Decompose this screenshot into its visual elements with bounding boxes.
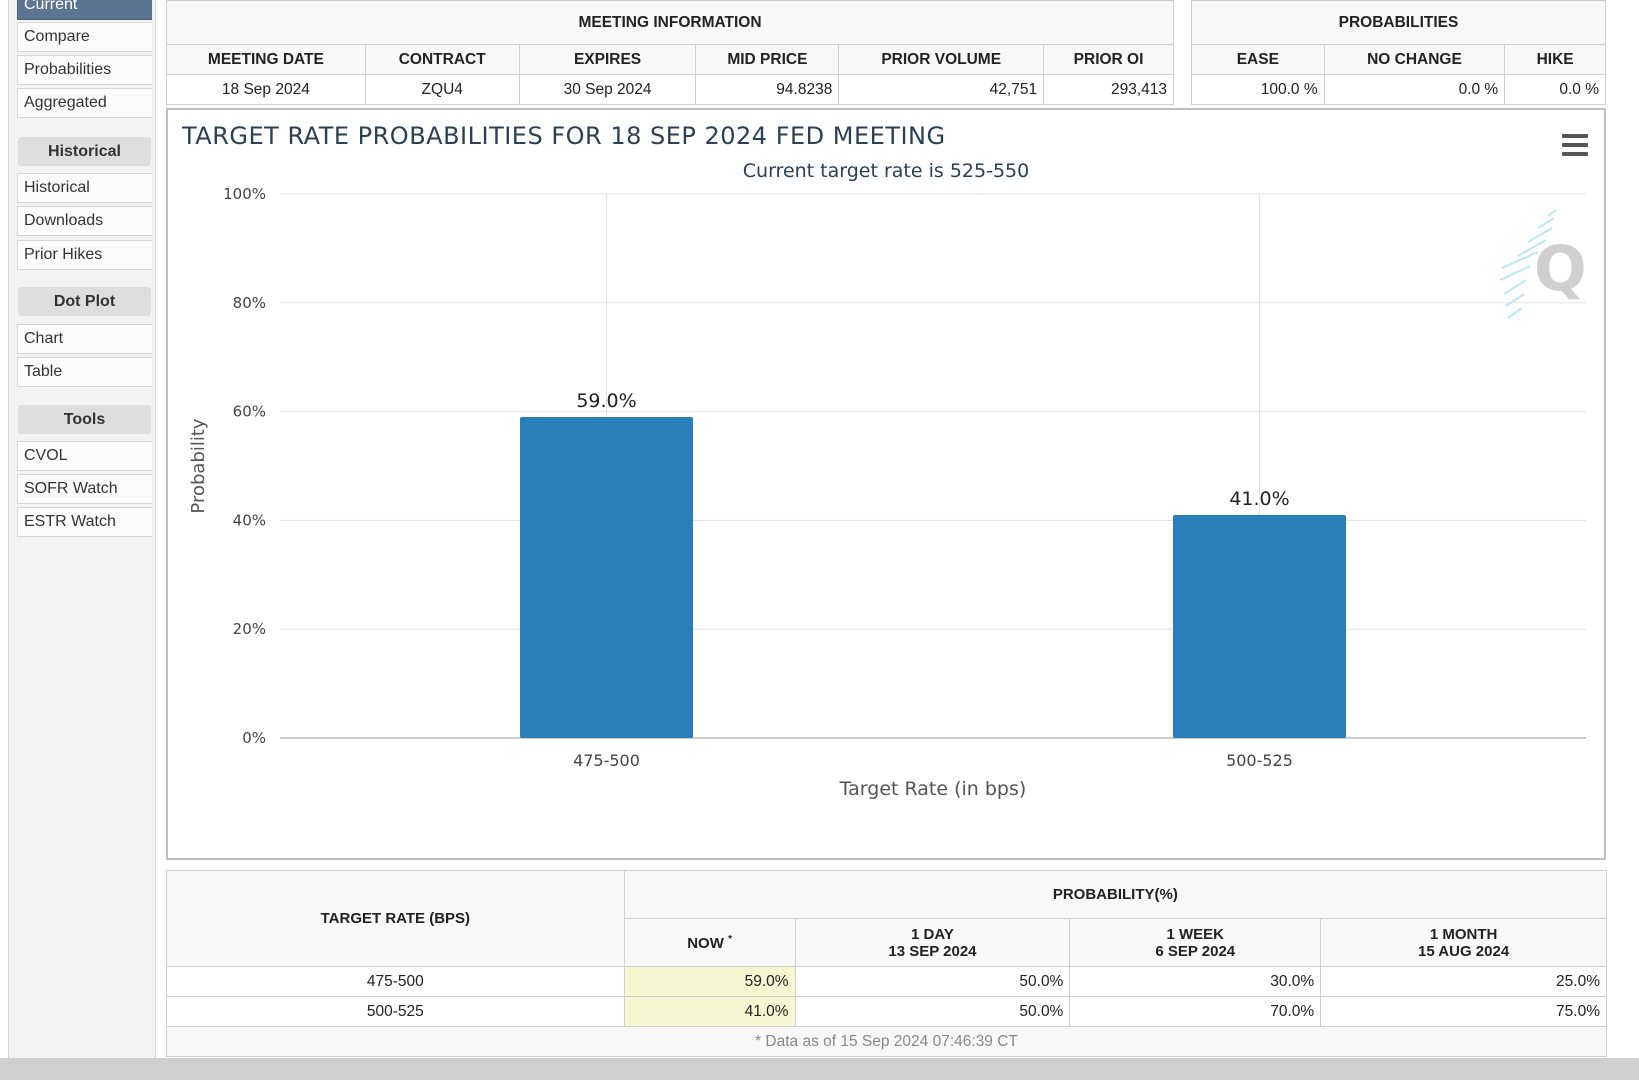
sidebar-item-chart[interactable]: Chart: [17, 324, 152, 354]
y-tick-label: 60%: [233, 403, 266, 421]
header-probability: PROBABILITY(%): [623, 870, 1608, 919]
month-cell: 25.0%: [1320, 966, 1607, 997]
sidebar-item-table[interactable]: Table: [17, 357, 152, 387]
table-row: 475-500 59.0% 50.0% 30.0% 25.0%: [166, 966, 1607, 997]
sidebar-item-historical[interactable]: Historical: [17, 173, 152, 203]
month-cell: 75.0%: [1320, 996, 1607, 1027]
sidebar: Current Compare Probabilities Aggregated…: [8, 0, 156, 1058]
now-cell: 59.0%: [623, 966, 796, 997]
no-change-value: 0.0 %: [1323, 74, 1506, 105]
y-tick-label: 20%: [233, 620, 266, 638]
q-logo-icon: Q: [1499, 210, 1587, 319]
x-axis-title: Target Rate (in bps): [839, 778, 1027, 800]
header-hike: HIKE: [1504, 44, 1606, 75]
now-cell: 41.0%: [623, 996, 796, 1027]
prior-volume-value: 42,751: [838, 74, 1045, 105]
sidebar-section-dot-plot: Dot Plot: [18, 287, 151, 316]
expires-value: 30 Sep 2024: [518, 74, 697, 105]
sidebar-item-estr-watch[interactable]: ESTR Watch: [17, 507, 152, 537]
x-tick-label: 500-525: [1226, 751, 1293, 770]
bar: [1172, 514, 1347, 738]
sidebar-item-sofr-watch[interactable]: SOFR Watch: [17, 474, 152, 504]
week-cell: 70.0%: [1069, 996, 1322, 1027]
week-cell: 30.0%: [1069, 966, 1322, 997]
header-1-day-date: 13 SEP 2024: [888, 942, 977, 960]
chart-title: TARGET RATE PROBABILITIES FOR 18 SEP 202…: [182, 122, 946, 150]
sidebar-item-prior-hikes[interactable]: Prior Hikes: [17, 240, 152, 270]
sidebar-item-compare[interactable]: Compare: [17, 22, 152, 52]
y-tick-label: 80%: [233, 294, 266, 312]
horizontal-scrollbar[interactable]: [0, 1058, 1639, 1080]
sidebar-item-current[interactable]: Current: [17, 0, 152, 20]
data-timestamp-note: * Data as of 15 Sep 2024 07:46:39 CT: [166, 1026, 1607, 1057]
header-1-week: 1 WEEK 6 SEP 2024: [1069, 918, 1322, 967]
header-meeting-date: MEETING DATE: [166, 44, 366, 75]
table-row: 500-525 41.0% 50.0% 70.0% 75.0%: [166, 996, 1607, 1027]
meeting-date-value: 18 Sep 2024: [166, 74, 366, 105]
rate-cell: 475-500: [166, 966, 625, 997]
header-contract: CONTRACT: [364, 44, 520, 75]
header-1-day: 1 DAY 13 SEP 2024: [794, 918, 1071, 967]
day-cell: 50.0%: [794, 966, 1071, 997]
x-tick-label: 475-500: [573, 751, 640, 770]
header-1-month-date: 15 AUG 2024: [1418, 942, 1510, 960]
contract-value: ZQU4: [364, 74, 520, 105]
header-prior-oi: PRIOR OI: [1043, 44, 1174, 75]
probabilities-table: PROBABILITIES EASE NO CHANGE HIKE 100.0 …: [1191, 0, 1606, 105]
header-mid-price: MID PRICE: [695, 44, 840, 75]
header-expires: EXPIRES: [518, 44, 697, 75]
data-label: 59.0%: [576, 390, 636, 412]
bar: [519, 417, 694, 738]
sidebar-item-aggregated[interactable]: Aggregated: [17, 88, 152, 118]
y-tick-label: 0%: [242, 729, 266, 747]
data-label: 41.0%: [1229, 488, 1289, 510]
target-rate-table: TARGET RATE (BPS) PROBABILITY(%) NOW * 1…: [166, 870, 1608, 1057]
probabilities-caption: PROBABILITIES: [1191, 0, 1606, 45]
header-1-week-label: 1 WEEK: [1166, 925, 1225, 943]
day-cell: 50.0%: [794, 996, 1071, 1027]
header-1-month: 1 MONTH 15 AUG 2024: [1320, 918, 1607, 967]
prior-oi-value: 293,413: [1043, 74, 1174, 105]
header-1-week-date: 6 SEP 2024: [1155, 942, 1236, 960]
header-now: NOW *: [623, 918, 796, 967]
header-no-change: NO CHANGE: [1323, 44, 1506, 75]
header-1-month-label: 1 MONTH: [1429, 925, 1498, 943]
y-tick-label: 40%: [233, 511, 266, 529]
sidebar-item-probabilities[interactable]: Probabilities: [17, 55, 152, 85]
hamburger-menu-icon[interactable]: [1562, 134, 1588, 156]
sidebar-item-cvol[interactable]: CVOL: [17, 441, 152, 471]
chart-subtitle: Current target rate is 525-550: [742, 160, 1030, 182]
svg-text:Q: Q: [1534, 232, 1587, 305]
rate-cell: 500-525: [166, 996, 625, 1027]
sidebar-section-historical: Historical: [18, 137, 151, 166]
header-ease: EASE: [1191, 44, 1325, 75]
sidebar-item-downloads[interactable]: Downloads: [17, 206, 152, 236]
header-prior-volume: PRIOR VOLUME: [838, 44, 1045, 75]
mid-price-value: 94.8238: [695, 74, 840, 105]
hike-value: 0.0 %: [1504, 74, 1606, 105]
meeting-info-caption: MEETING INFORMATION: [166, 0, 1174, 45]
header-1-day-label: 1 DAY: [911, 925, 954, 943]
header-now-mark: *: [728, 933, 732, 945]
y-tick-label: 100%: [223, 185, 266, 203]
meeting-info-table: MEETING INFORMATION MEETING DATE CONTRAC…: [166, 0, 1174, 105]
ease-value: 100.0 %: [1191, 74, 1325, 105]
bar-chart: 0% 20% 40% 60% 80% 100% 59.0% 475-500 41.0% 500-5…: [188, 185, 1586, 800]
header-now-label: NOW: [687, 934, 724, 952]
header-target-rate: TARGET RATE (BPS): [166, 870, 625, 967]
sidebar-section-tools: Tools: [18, 405, 151, 434]
chart-panel: TARGET RATE PROBABILITIES FOR 18 SEP 202…: [166, 108, 1606, 860]
y-axis-title: Probability: [188, 418, 209, 513]
